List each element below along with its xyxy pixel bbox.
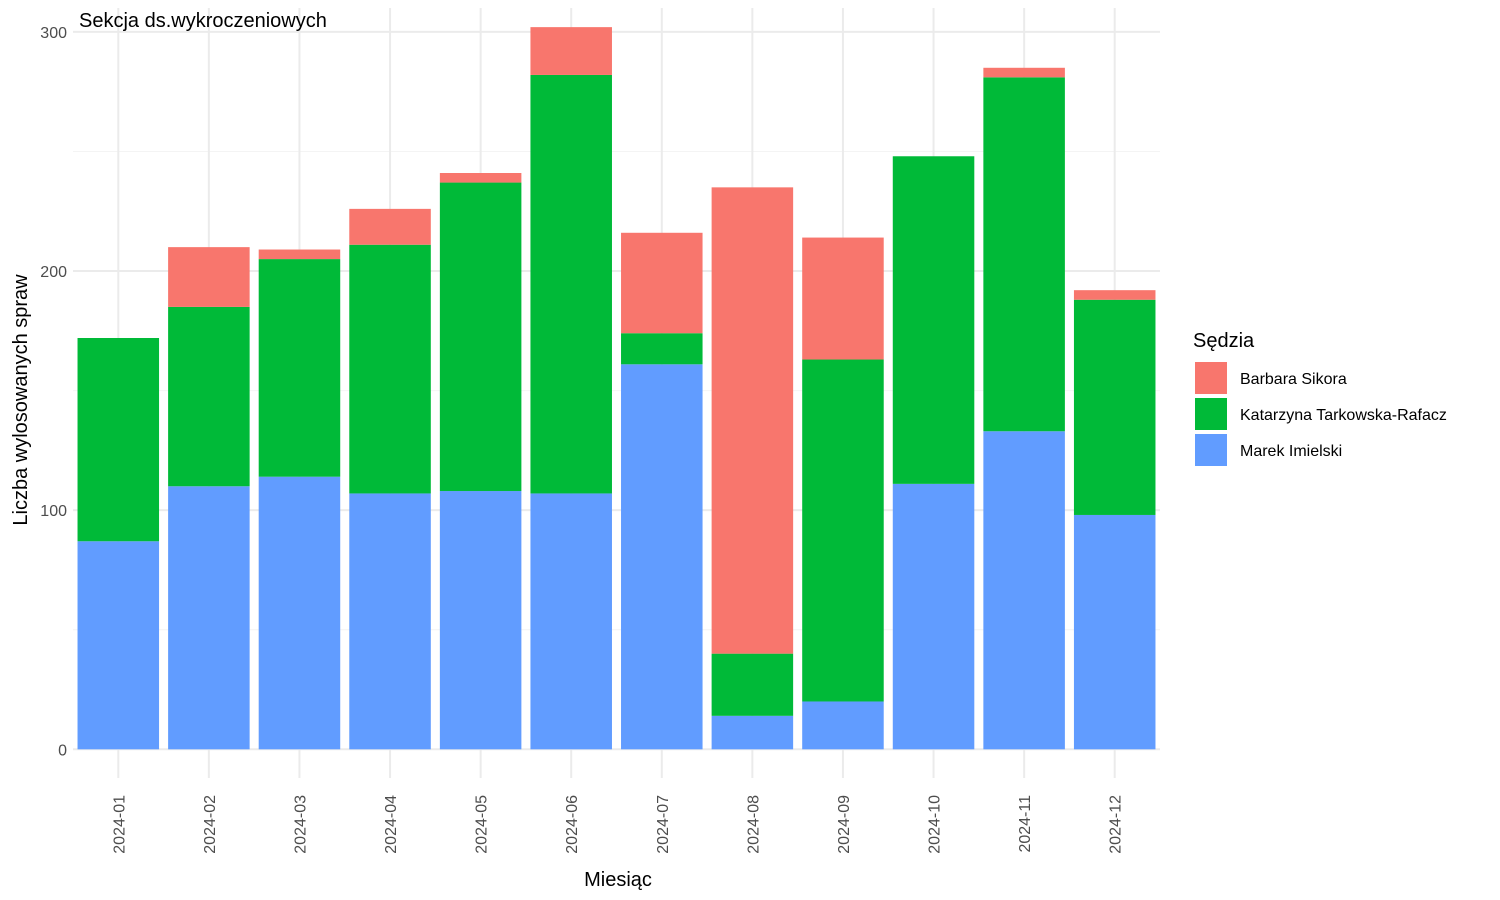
- x-tick-label: 2024-10: [927, 795, 944, 854]
- bar-segment: [892, 483, 975, 750]
- bar-segment: [1073, 290, 1156, 300]
- bar-segment: [530, 74, 612, 494]
- x-tick-label: 2024-12: [1108, 795, 1125, 854]
- x-tick-label: 2024-05: [474, 795, 491, 854]
- legend-key: [1195, 362, 1227, 394]
- bar-segment: [349, 493, 431, 750]
- x-tick-label: 2024-04: [383, 795, 400, 854]
- x-tick-label: 2024-09: [836, 795, 853, 854]
- bar-segment: [258, 259, 341, 477]
- x-tick-label: 2024-06: [564, 795, 581, 854]
- x-axis-ticks: 2024-01 2024-02 2024-03 2024-04 2024-05 2024-…: [111, 795, 1124, 854]
- bar-segment: [168, 247, 250, 307]
- x-tick-label: 2024-08: [745, 795, 762, 854]
- legend-label: Katarzyna Tarkowska-Rafacz: [1240, 407, 1447, 424]
- legend-key: [1195, 398, 1227, 430]
- bar-segment: [77, 541, 160, 750]
- bar-segment: [1073, 514, 1156, 750]
- bar-segment: [258, 476, 341, 750]
- x-axis-label: Miesiąc: [584, 869, 652, 891]
- bar-segment: [621, 333, 703, 365]
- y-axis-label: Liczba wylosowanych spraw: [10, 274, 32, 526]
- y-axis-ticks: 0 100 200 300: [40, 25, 67, 759]
- bar-segment: [802, 237, 884, 360]
- x-tick-label: 2024-02: [202, 795, 219, 854]
- bar-segment: [258, 249, 341, 260]
- bar-segment: [349, 244, 431, 494]
- bars-layer: [77, 27, 1156, 750]
- bar-segment: [711, 715, 794, 750]
- bar-segment: [892, 156, 975, 484]
- bar-segment: [621, 364, 703, 750]
- bar-segment: [983, 431, 1065, 750]
- legend: Sędzia Barbara Sikora Katarzyna Tarkowska…: [1193, 330, 1447, 466]
- bar-segment: [439, 491, 522, 750]
- x-tick-label: 2024-11: [1017, 795, 1034, 853]
- bar-segment: [711, 187, 794, 654]
- legend-key: [1195, 434, 1227, 466]
- bar-segment: [439, 182, 522, 492]
- bar-segment: [983, 77, 1065, 432]
- bar-segment: [802, 359, 884, 702]
- bar-segment: [77, 338, 160, 542]
- bar-segment: [530, 493, 612, 750]
- bar-segment: [349, 208, 431, 245]
- x-tick-label: 2024-01: [111, 795, 128, 854]
- bar-segment: [530, 27, 612, 75]
- y-tick-label: 100: [40, 503, 67, 520]
- bar-segment: [1073, 299, 1156, 515]
- legend-title: Sędzia: [1193, 330, 1255, 352]
- bar-segment: [621, 232, 703, 334]
- bar-segment: [711, 653, 794, 716]
- x-tick-label: 2024-07: [655, 795, 672, 854]
- legend-label: Marek Imielski: [1240, 443, 1342, 460]
- bar-segment: [439, 173, 522, 183]
- x-tick-label: 2024-03: [292, 795, 309, 854]
- y-tick-label: 0: [58, 742, 67, 759]
- bar-segment: [168, 306, 250, 487]
- y-tick-label: 300: [40, 25, 67, 42]
- bar-segment: [983, 67, 1065, 78]
- legend-label: Barbara Sikora: [1240, 371, 1347, 388]
- chart-title: Sekcja ds.wykroczeniowych: [79, 10, 327, 32]
- bar-segment: [168, 486, 250, 750]
- y-tick-label: 200: [40, 264, 67, 281]
- bar-segment: [802, 701, 884, 750]
